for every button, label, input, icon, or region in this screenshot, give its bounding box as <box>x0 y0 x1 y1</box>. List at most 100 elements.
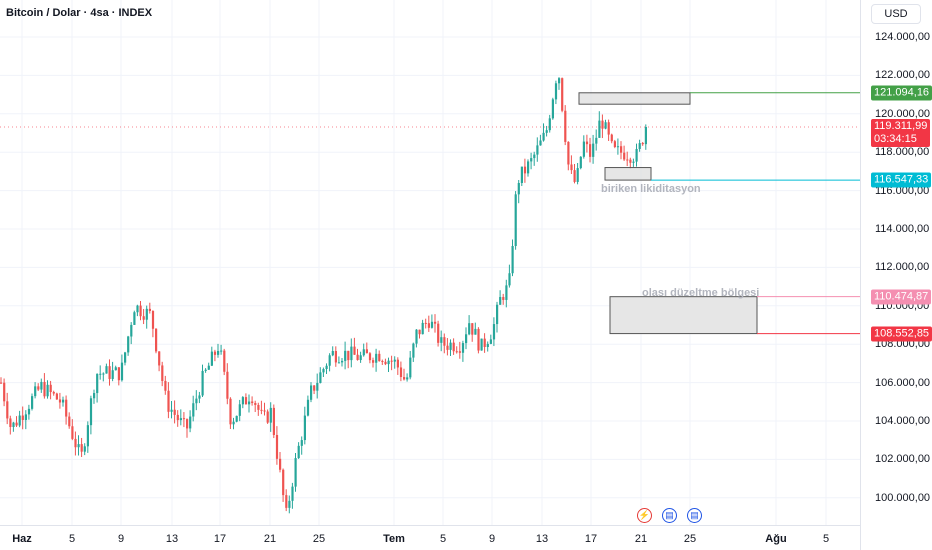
chart-area[interactable]: Bitcoin / Dolar · 4sa · INDEX biriken li… <box>0 0 860 525</box>
candle-151 <box>468 315 471 336</box>
candle-144 <box>446 338 449 356</box>
candle-203 <box>629 157 632 169</box>
candle-body <box>74 438 77 448</box>
candle-192 <box>595 129 598 151</box>
candle-33 <box>102 372 105 382</box>
candle-body <box>213 351 217 355</box>
candle-205 <box>635 143 638 167</box>
candle-28 <box>86 421 89 453</box>
candle-41 <box>127 335 130 356</box>
candle-body <box>492 324 496 340</box>
candle-2 <box>6 392 9 425</box>
candle-49 <box>151 310 155 338</box>
candle-57 <box>176 410 179 427</box>
price-tick-4: 116.000,00 <box>875 184 930 197</box>
candle-body <box>353 346 356 355</box>
candle-117 <box>362 343 365 357</box>
candle-102 <box>316 373 319 399</box>
candlestick-chart[interactable] <box>0 0 860 525</box>
candle-body <box>486 343 489 348</box>
candle-35 <box>108 359 111 386</box>
candle-77 <box>238 399 241 422</box>
candle-169 <box>523 158 527 183</box>
candle-88 <box>272 404 275 439</box>
candle-186 <box>576 163 579 185</box>
candle-body <box>130 324 133 337</box>
candle-body <box>316 382 319 391</box>
candle-187 <box>579 156 582 170</box>
candle-body <box>601 120 604 129</box>
candle-body <box>139 305 142 317</box>
candle-16 <box>49 380 52 400</box>
candle-34 <box>105 363 108 374</box>
candle-body <box>508 273 511 286</box>
us-flag-event-icon-2[interactable]: ▤ <box>687 508 702 523</box>
time-tick-14: Ağu <box>765 533 787 545</box>
price-axis[interactable]: USD 124.000,00 122.000,00 120.000,00 118.00… <box>860 0 932 550</box>
candle-body <box>102 373 105 375</box>
candle-207 <box>641 141 644 146</box>
candle-body <box>207 365 210 370</box>
candle-195 <box>604 119 607 130</box>
candle-body <box>480 338 483 351</box>
candle-body <box>443 337 446 346</box>
correction-zone-label: olası düzeltme bölgesi <box>642 287 760 299</box>
candle-body <box>6 401 9 419</box>
currency-button[interactable]: USD <box>871 4 921 24</box>
candle-body <box>310 385 313 400</box>
candle-body <box>195 398 198 404</box>
candle-body <box>108 366 111 379</box>
candle-126 <box>390 355 393 371</box>
candle-body <box>589 144 592 157</box>
candle-body <box>452 342 455 352</box>
flash-event-icon[interactable]: ⚡ <box>637 508 652 523</box>
candle-7 <box>21 406 24 430</box>
candle-29 <box>89 395 93 435</box>
candle-body <box>592 143 595 157</box>
candle-76 <box>235 415 238 423</box>
candle-body <box>387 360 390 365</box>
candle-body <box>77 444 80 448</box>
candle-body <box>616 146 620 148</box>
candle-201 <box>623 145 626 162</box>
candle-171 <box>530 152 533 170</box>
time-tick-9: 9 <box>488 533 496 545</box>
candle-198 <box>613 139 616 149</box>
candle-body <box>458 351 461 353</box>
candle-body <box>114 367 117 371</box>
us-flag-event-icon[interactable]: ▤ <box>662 508 677 523</box>
time-tick-7: Tem <box>383 533 405 545</box>
candle-body <box>632 161 635 163</box>
candle-body <box>288 500 291 508</box>
candle-body <box>62 399 65 403</box>
candle-body <box>189 416 192 429</box>
price-tick-10: 104.000,00 <box>875 415 931 427</box>
candle-body <box>638 143 641 149</box>
candle-body <box>554 83 558 100</box>
price-tick-12: 100.000,00 <box>875 491 931 504</box>
candle-109 <box>337 356 341 364</box>
candle-141 <box>437 320 440 347</box>
candle-83 <box>257 402 260 416</box>
candle-48 <box>148 302 151 314</box>
candle-193 <box>598 111 601 138</box>
candle-body <box>483 338 486 348</box>
candle-body <box>182 418 186 420</box>
candle-59 <box>182 412 186 428</box>
candle-19 <box>58 392 62 409</box>
candle-body <box>65 399 68 417</box>
candle-12 <box>37 383 40 392</box>
candle-74 <box>229 397 232 429</box>
candle-21 <box>65 395 68 425</box>
candle-body <box>344 350 347 361</box>
candle-body <box>303 415 306 441</box>
candle-body <box>567 141 570 165</box>
candle-149 <box>461 340 465 362</box>
time-axis[interactable]: Haz 5 9 13 17 21 25 Tem 5 9 13 17 21 25 Ağu 5 <box>0 525 860 550</box>
candle-111 <box>344 341 347 370</box>
candle-body <box>204 369 207 371</box>
symbol-title[interactable]: Bitcoin / Dolar · 4sa · INDEX <box>6 7 153 19</box>
candle-body <box>595 137 598 144</box>
candle-85 <box>263 402 266 416</box>
candle-84 <box>260 400 263 415</box>
